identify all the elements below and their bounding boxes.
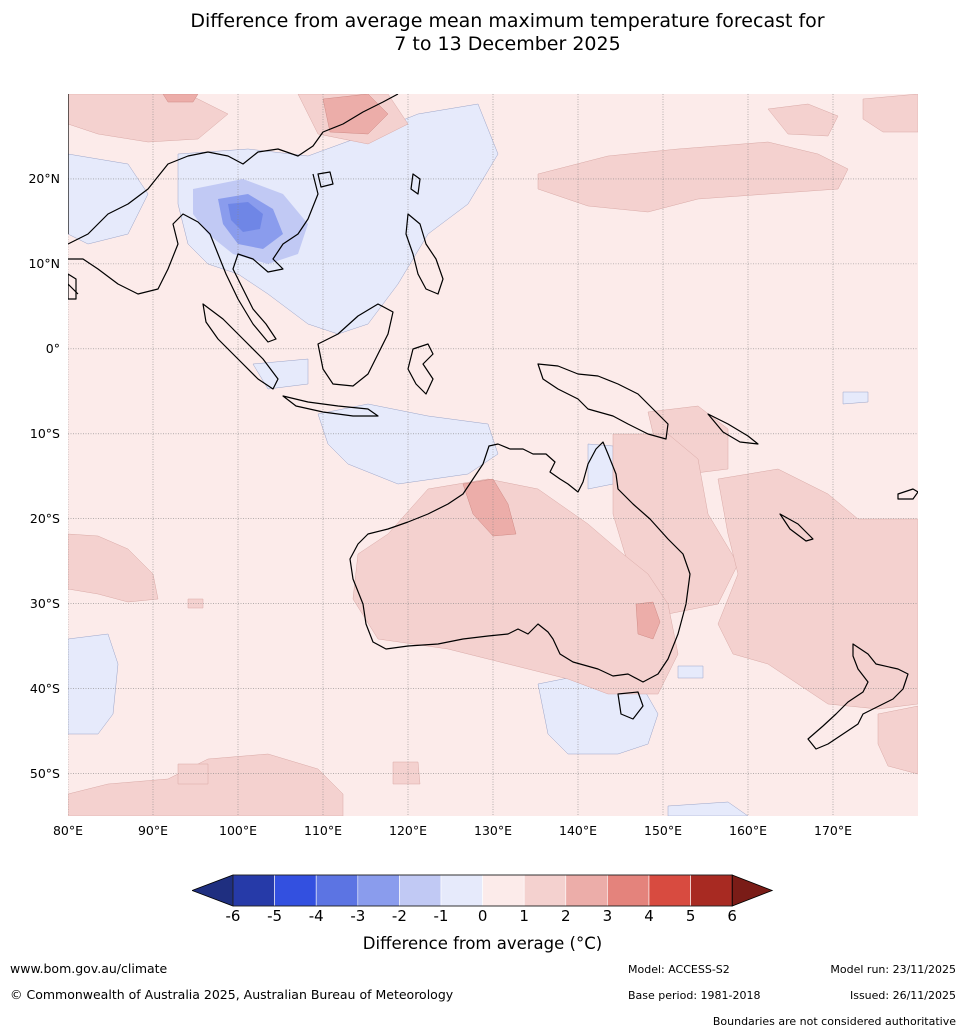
latitude-label: 50°S: [29, 765, 60, 781]
boundaries-disclaimer: Boundaries are not considered authoritat…: [712, 1015, 956, 1028]
issued-date: Issued: 26/11/2025: [849, 989, 956, 1002]
coastlines: [68, 94, 918, 750]
latitude-label: 0°: [45, 340, 60, 356]
map-gridlines: [68, 94, 918, 816]
longitude-label: 110°E: [303, 823, 343, 838]
colorbar-cell: [440, 874, 483, 907]
longitude-label: 160°E: [728, 823, 768, 838]
chart-title-line1: Difference from average mean maximum tem…: [190, 10, 825, 32]
chart-title: Difference from average mean maximum tem…: [0, 10, 965, 56]
model-name: Model: ACCESS-S2: [628, 963, 730, 976]
colorbar-over-arrow: [731, 874, 774, 907]
anomaly-warm-regions-2: [162, 94, 661, 640]
model-run-date: Model run: 23/11/2025: [830, 963, 956, 976]
longitude-label: 130°E: [473, 823, 513, 838]
map-svg: [68, 94, 918, 816]
colorbar-tick-label: 4: [644, 907, 654, 925]
anomaly-cool-regions: [68, 103, 869, 816]
anomaly-cool-regions-4: [228, 202, 263, 232]
longitude-label: 140°E: [558, 823, 598, 838]
colorbar-tick-label: 5: [685, 907, 696, 925]
anomaly-warm-regions: [68, 94, 918, 816]
latitude-label: 40°S: [29, 680, 60, 696]
colorbar-frame: [232, 874, 733, 907]
colorbar-under-arrow: [192, 874, 234, 907]
colorbar-cell: [232, 874, 275, 907]
colorbar-cell: [565, 874, 608, 907]
latitude-label: 20°S: [29, 510, 60, 526]
latitude-label: 10°N: [28, 255, 60, 271]
forecast-map: [68, 94, 918, 816]
colorbar-cell: [357, 874, 400, 907]
latitude-label: 20°N: [28, 170, 60, 186]
colorbar-tick-label: 3: [602, 907, 613, 925]
colorbar-tick-label: 0: [477, 907, 488, 925]
colorbar-cell: [648, 874, 691, 907]
longitude-label: 150°E: [643, 823, 683, 838]
longitude-label: 170°E: [813, 823, 853, 838]
colorbar-title: Difference from average (°C): [362, 934, 603, 953]
colorbar-cell: [399, 874, 442, 907]
colorbar: [192, 874, 774, 907]
longitude-label: 90°E: [137, 823, 169, 838]
colorbar-cell: [523, 874, 567, 907]
colorbar-cell: [482, 874, 525, 907]
colorbar-tick-label: -6: [225, 907, 241, 925]
colorbar-cell: [607, 874, 650, 907]
colorbar-tick-label: 1: [519, 907, 529, 925]
colorbar-cells: [192, 874, 774, 907]
colorbar-tick-label: 6: [727, 907, 737, 925]
longitude-label: 120°E: [388, 823, 428, 838]
base-period: Base period: 1981-2018: [628, 989, 761, 1002]
longitude-label: 80°E: [52, 823, 84, 838]
colorbar-tick-label: 2: [561, 907, 571, 925]
colorbar-tick-label: -4: [308, 907, 324, 925]
colorbar-tick-label: -2: [391, 907, 407, 925]
colorbar-cell: [315, 874, 359, 907]
colorbar-tick-label: -1: [433, 907, 449, 925]
colorbar-tick-label: -5: [267, 907, 283, 925]
colorbar-cell: [274, 874, 317, 907]
longitude-label: 100°E: [218, 823, 258, 838]
colorbar-tick-label: -3: [350, 907, 366, 925]
colorbar-cell: [690, 874, 733, 907]
website-link[interactable]: www.bom.gov.au/climate: [10, 961, 168, 976]
latitude-label: 30°S: [29, 595, 60, 611]
chart-title-line2: 7 to 13 December 2025: [394, 33, 621, 55]
latitude-label: 10°S: [29, 425, 60, 441]
copyright-text: © Commonwealth of Australia 2025, Austra…: [10, 987, 454, 1002]
